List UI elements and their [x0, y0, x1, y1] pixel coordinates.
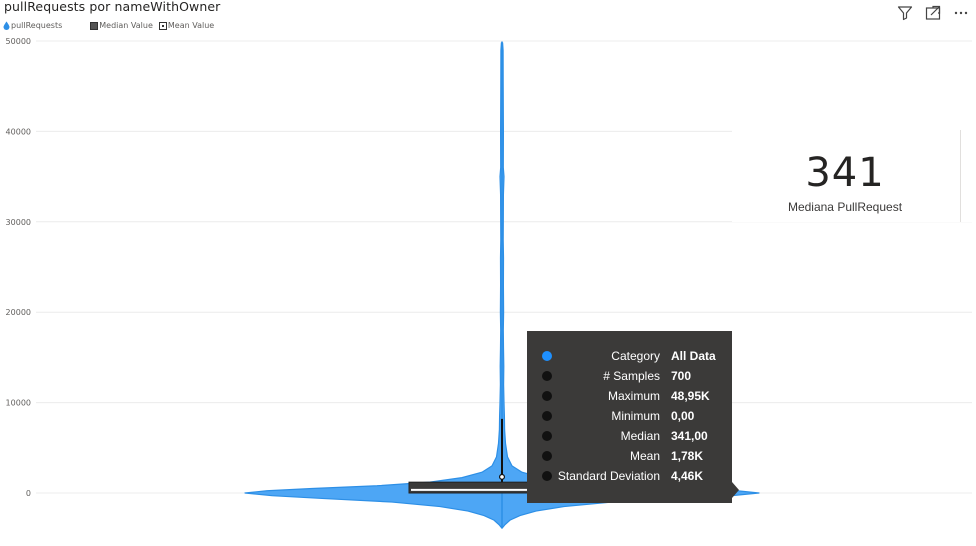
tooltip-value: 341,00: [671, 429, 708, 443]
card-label: Mediana PullRequest: [787, 200, 903, 214]
tooltip-label: # Samples: [603, 369, 660, 383]
legend-median-label: Median Value: [99, 21, 153, 30]
tooltip-row: Minimum 0,00: [527, 406, 732, 426]
legend-item-mean[interactable]: Mean Value: [158, 21, 215, 30]
tooltip-dot-icon: [542, 371, 552, 381]
y-tick-label: 10000: [6, 399, 31, 408]
legend-mean-label: Mean Value: [167, 21, 215, 30]
legend-item-series[interactable]: pullRequests: [3, 21, 62, 30]
tooltip-value: 0,00: [671, 409, 695, 423]
y-tick-label: 30000: [6, 218, 31, 227]
droplet-icon: [3, 21, 10, 30]
mean-marker-icon: [158, 21, 167, 30]
tooltip-row: Category All Data: [527, 346, 732, 366]
tooltip-row: Median 341,00: [527, 426, 732, 446]
mean-marker: [499, 473, 506, 480]
tooltip-label: Category: [611, 349, 660, 363]
tooltip-dot-icon: [542, 351, 552, 361]
tooltip-row: Mean 1,78K: [527, 446, 732, 466]
tooltip-dot-icon: [542, 391, 552, 401]
y-tick-label: 0: [26, 489, 31, 498]
tooltip-row: Maximum 48,95K: [527, 386, 732, 406]
tooltip-dot-icon: [542, 451, 552, 461]
y-axis: 50000 40000 30000 20000 10000 0: [6, 37, 31, 498]
legend-item-median[interactable]: Median Value: [90, 21, 153, 30]
chart-legend: pullRequests Median Value Mean Value: [3, 21, 214, 30]
tooltip-label: Standard Deviation: [557, 469, 660, 483]
tooltip-label: Maximum: [607, 389, 660, 403]
more-options-icon[interactable]: [952, 4, 970, 22]
median-marker-icon: [90, 21, 99, 30]
legend-series-label: pullRequests: [11, 21, 63, 30]
tooltip-dot-icon: [542, 431, 552, 441]
card-divider: [960, 130, 961, 222]
tooltip-value: 1,78K: [671, 449, 704, 463]
y-tick-label: 20000: [6, 308, 31, 317]
chart-title: pullRequests por nameWithOwner: [4, 0, 221, 14]
tooltip-value: 700: [671, 369, 692, 383]
tooltip-label: Minimum: [611, 409, 660, 423]
kpi-card[interactable]: 341 Mediana PullRequest: [732, 130, 972, 222]
tooltip-row: # Samples 700: [527, 366, 732, 386]
tooltip-label: Mean: [629, 449, 660, 463]
card-value: 341: [805, 150, 885, 196]
tooltip-value: 48,95K: [671, 389, 710, 403]
y-tick-label: 40000: [6, 127, 31, 136]
tooltip-label: Median: [620, 429, 660, 443]
tooltip-value: All Data: [671, 349, 716, 363]
tooltip-dot-icon: [542, 411, 552, 421]
data-tooltip: Category All Data # Samples 700 Maximum 48,95…: [527, 331, 732, 503]
focus-mode-icon[interactable]: [924, 4, 942, 22]
y-tick-label: 50000: [6, 37, 31, 46]
filter-icon[interactable]: [896, 4, 914, 22]
tooltip-value: 4,46K: [671, 469, 704, 483]
tooltip-dot-icon: [542, 471, 552, 481]
tooltip-row: Standard Deviation 4,46K: [527, 466, 732, 486]
tooltip-pointer: [732, 482, 739, 498]
visual-header-icons: [896, 4, 970, 22]
